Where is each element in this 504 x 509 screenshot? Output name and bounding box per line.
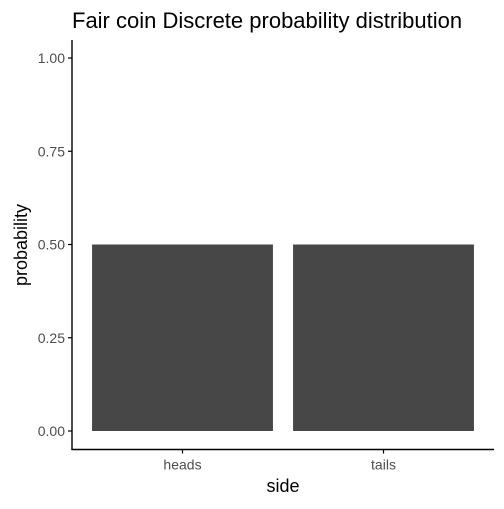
y-tick-label: 0.25 [38,330,65,346]
x-axis-ticks: heads tails [163,449,396,473]
bar-tails [293,244,474,431]
chart-title: Fair coin Discrete probability distribut… [72,8,462,33]
y-axis-ticks: 0.00 0.25 0.50 0.75 1.00 [38,50,72,439]
x-tick-label: heads [163,457,201,473]
bar-heads [92,244,273,431]
x-axis-label: side [266,476,299,496]
y-tick-label: 0.75 [38,143,65,159]
y-tick-label: 0.50 [38,237,65,253]
y-axis-label: probability [11,204,31,286]
y-tick-label: 0.00 [38,423,65,439]
x-tick-label: tails [371,457,396,473]
y-tick-label: 1.00 [38,50,65,66]
bars-group [92,244,474,431]
